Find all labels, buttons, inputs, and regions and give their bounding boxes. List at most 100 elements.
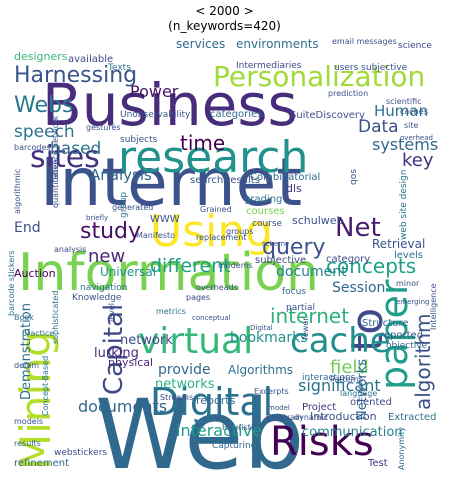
word-test-69: Test xyxy=(367,458,388,469)
word-intelligence-140: Intelligence xyxy=(429,283,438,330)
word-services-54: services xyxy=(176,37,225,51)
word-email-messages-125: email messages xyxy=(332,37,397,46)
word-search-results-79: search results xyxy=(190,175,260,186)
word-study-18: study xyxy=(80,219,141,244)
word-heuristic-76: Heuristic xyxy=(222,423,257,432)
word-dynamic-133: dynamic xyxy=(294,413,328,422)
word-overheads-117: overheads xyxy=(196,283,238,292)
word-risks-6: Risks xyxy=(270,419,374,465)
word-course-128: course xyxy=(252,219,283,229)
word-focus-92: focus xyxy=(282,287,306,297)
word-designers-56: designers xyxy=(14,50,68,63)
word-structure-58: Structure xyxy=(362,318,409,329)
word-sophisticated-96: sophisticated xyxy=(51,291,60,344)
word-power-29: Power xyxy=(130,82,179,101)
word-category-63: category xyxy=(326,254,370,265)
word-subjects-83: subjects xyxy=(120,135,158,145)
word-barcode-stickers-108: barcode stickers xyxy=(7,250,16,316)
word-categories-80: categories xyxy=(210,109,262,120)
word-emerging-142: emerging xyxy=(396,298,429,306)
word-grading-78: grading xyxy=(244,194,282,205)
word-site-127: site xyxy=(404,121,419,130)
word-concepts-21: concepts xyxy=(326,254,416,278)
figure-title-line-2: (n_keywords=420) xyxy=(168,19,281,33)
word-human-34: Human xyxy=(374,102,428,120)
word-digital-144: Digital xyxy=(250,324,273,332)
word-network-43: network xyxy=(120,333,173,348)
word-auction-61: Auction xyxy=(14,267,56,280)
word-personalization-11: Personalization xyxy=(213,60,425,93)
word-paper-8: paper xyxy=(372,279,416,390)
word-time-30: time xyxy=(180,131,225,155)
word-models-113: models xyxy=(14,417,43,426)
word-mining-9: Mining xyxy=(11,331,60,470)
word-significant-28: significant xyxy=(298,376,381,395)
word-new-39: new xyxy=(88,246,125,267)
word-prediction-126: prediction xyxy=(328,89,368,98)
word-barcodes-109: barcodes xyxy=(14,143,51,152)
word-web-0: Web xyxy=(95,379,304,480)
word-grained-136: Grained xyxy=(200,205,232,214)
word-lurking-51: lurking xyxy=(94,346,139,361)
word-model-139: model xyxy=(268,404,290,412)
word-different-27: different xyxy=(150,255,231,277)
word-intermediaries-88: Intermediaries xyxy=(236,61,302,71)
word-cluetrain-103: Cluetrain xyxy=(266,413,302,422)
word-suitediscovery-81: SuiteDiscovery xyxy=(290,110,365,121)
word-schulweb-67: schulweb xyxy=(292,214,344,227)
word-business-3: Business xyxy=(42,71,298,139)
word-universal-62: Universal xyxy=(100,265,156,279)
word-pages-98: pages xyxy=(186,293,210,302)
word-science-90: science xyxy=(398,41,432,51)
word-project-72: Project xyxy=(302,402,336,413)
word-virtual-10: virtual xyxy=(138,321,253,362)
word-query-20: query xyxy=(262,235,326,260)
word-denim-107: denim xyxy=(14,361,39,370)
word-unobservability-82: Unobservability xyxy=(120,110,191,120)
word-information-2: Information xyxy=(18,243,319,303)
word-language-124: language xyxy=(340,389,377,398)
word-courses-66: courses xyxy=(246,206,285,217)
word-scheme-100: scheme xyxy=(262,240,289,248)
word-generated-120: generated xyxy=(112,203,153,212)
word-anonymity-116: Anonymity xyxy=(397,427,406,470)
word-retrieval-53: Retrieval xyxy=(372,237,425,251)
word-analysis-106: analysis xyxy=(54,245,86,254)
word-communication-26: communication xyxy=(302,425,403,440)
word-group-122: group xyxy=(119,192,129,218)
word-bookmarks-47: bookmarks xyxy=(230,330,308,346)
word-combinatorial-84: Combinatorial xyxy=(250,172,320,183)
word-research-4: research xyxy=(118,132,308,183)
word-demonstration-50: Demonstration xyxy=(19,303,34,400)
word-capturing-73: Capturing xyxy=(212,441,256,451)
word-modems-130: modems xyxy=(218,261,253,270)
word-latency-network-105: latency network xyxy=(51,115,60,180)
word-sites-14: sites xyxy=(30,140,100,175)
word-qos-85: qos xyxy=(349,169,359,185)
word-environments-55: environments xyxy=(236,37,319,51)
word-webs-17: Webs xyxy=(14,93,73,118)
word-texts-91: Texts xyxy=(107,63,131,73)
word-provide-42: provide xyxy=(158,362,211,378)
word-dls-65: dls xyxy=(286,182,302,195)
word-using-7: Using xyxy=(150,206,273,257)
word-data-33: Data xyxy=(358,117,399,137)
word-streams-118: Streams xyxy=(160,393,193,402)
word-harnessing-16: Harnessing xyxy=(14,63,137,88)
word-minor-99: minor xyxy=(396,279,420,288)
word-physical-77: physical xyxy=(108,356,153,369)
word-algorithmic-111: algorithmic xyxy=(13,169,22,214)
word-web-site-design-86: web site design xyxy=(399,170,409,240)
word-webstickers-75: webstickers xyxy=(54,448,107,458)
word-oriented-71: oriented xyxy=(350,397,392,408)
word-book-94: Book xyxy=(14,313,34,322)
word-interactive-25: interactive xyxy=(176,421,262,440)
word-replacement-119: replacement xyxy=(196,233,246,242)
word-groups-131: groups xyxy=(226,227,253,236)
word-systems-35: systems xyxy=(372,135,438,154)
word-interactions-115: interactions xyxy=(302,373,356,383)
word-extracted-70: Extracted xyxy=(388,412,436,423)
word-digital-5: Digital xyxy=(150,380,273,424)
word-level-138: level xyxy=(107,303,116,322)
